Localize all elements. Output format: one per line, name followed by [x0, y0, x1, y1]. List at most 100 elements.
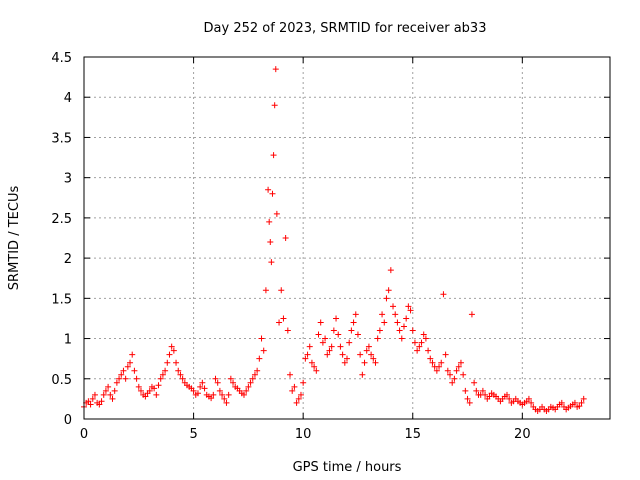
- x-tick-label: 15: [404, 427, 421, 442]
- data-point: [272, 66, 279, 73]
- data-point: [85, 398, 92, 405]
- y-tick-label: 3: [64, 172, 72, 187]
- data-point: [357, 351, 364, 358]
- data-point: [251, 371, 258, 378]
- chart-title: Day 252 of 2023, SRMTID for receiver ab3…: [204, 21, 487, 36]
- data-point: [276, 319, 283, 326]
- data-point: [201, 385, 208, 392]
- data-point: [116, 375, 123, 382]
- data-point: [352, 311, 359, 318]
- data-point: [578, 399, 585, 406]
- data-point: [175, 367, 182, 374]
- data-point: [216, 387, 223, 394]
- data-point: [313, 367, 320, 374]
- data-point: [317, 319, 324, 326]
- data-point: [197, 383, 204, 390]
- data-point: [268, 259, 275, 266]
- data-point: [407, 307, 414, 314]
- data-point: [219, 391, 226, 398]
- data-point: [295, 395, 302, 402]
- data-point: [457, 359, 464, 366]
- y-tick-label: 4.5: [51, 51, 72, 66]
- data-point: [328, 343, 335, 350]
- y-tick-label: 0.5: [51, 373, 72, 388]
- data-point: [379, 311, 386, 318]
- data-point: [486, 393, 493, 400]
- data-point: [210, 391, 217, 398]
- data-point: [365, 343, 372, 350]
- data-point: [392, 311, 399, 318]
- data-point: [350, 319, 357, 326]
- data-point: [398, 335, 405, 342]
- y-tick-label: 1.5: [51, 292, 72, 307]
- data-point: [214, 379, 221, 386]
- data-point: [227, 375, 234, 382]
- data-point: [265, 186, 272, 193]
- data-point: [142, 393, 149, 400]
- data-point: [451, 375, 458, 382]
- data-point: [344, 355, 350, 362]
- data-point: [411, 339, 418, 346]
- data-point: [418, 339, 425, 346]
- data-point: [270, 152, 277, 159]
- data-point: [396, 327, 403, 334]
- data-point: [427, 355, 434, 362]
- data-point: [105, 383, 112, 390]
- data-point: [319, 339, 326, 346]
- data-point: [297, 391, 304, 398]
- data-point: [254, 367, 261, 374]
- data-point: [503, 391, 510, 398]
- data-point: [341, 359, 348, 366]
- data-point: [372, 359, 379, 366]
- data-point: [580, 395, 587, 402]
- data-point: [405, 303, 412, 310]
- data-point: [271, 102, 278, 109]
- data-point: [383, 295, 390, 302]
- data-point: [137, 387, 144, 394]
- data-point: [300, 379, 307, 386]
- data-point: [262, 287, 269, 294]
- data-point: [170, 347, 177, 354]
- y-tick-label: 4: [64, 91, 72, 106]
- data-point: [394, 319, 401, 326]
- data-point: [120, 367, 127, 374]
- data-point: [403, 315, 410, 322]
- data-point: [422, 335, 429, 342]
- grid: [84, 57, 610, 419]
- data-point: [322, 335, 329, 342]
- data-point: [230, 379, 237, 386]
- data-point: [282, 235, 289, 241]
- data-point: [258, 335, 265, 342]
- data-point: [442, 351, 449, 358]
- data-point: [273, 210, 280, 217]
- y-tick-label: 3.5: [51, 131, 72, 146]
- data-point: [306, 343, 313, 350]
- data-point: [284, 327, 291, 334]
- data-point: [471, 379, 478, 386]
- data-point: [335, 331, 342, 338]
- data-point: [460, 371, 467, 378]
- data-point: [177, 371, 184, 378]
- data-point: [473, 387, 480, 394]
- data-point: [135, 383, 142, 390]
- data-point: [96, 401, 103, 408]
- data-point: [308, 359, 315, 366]
- data-point: [164, 359, 171, 366]
- data-point: [151, 385, 158, 392]
- data-point: [146, 387, 153, 394]
- data-point: [436, 363, 443, 370]
- data-point: [416, 343, 423, 350]
- data-point: [333, 315, 340, 322]
- data-point: [221, 395, 228, 402]
- data-point: [304, 351, 311, 358]
- data-point: [118, 371, 125, 378]
- y-tick-label: 2: [64, 252, 72, 267]
- data-point: [311, 363, 318, 370]
- data-point: [438, 359, 445, 366]
- data-point: [447, 371, 454, 378]
- data-point: [113, 379, 120, 386]
- data-point: [287, 371, 294, 378]
- data-point: [337, 343, 344, 350]
- data-point: [387, 267, 394, 274]
